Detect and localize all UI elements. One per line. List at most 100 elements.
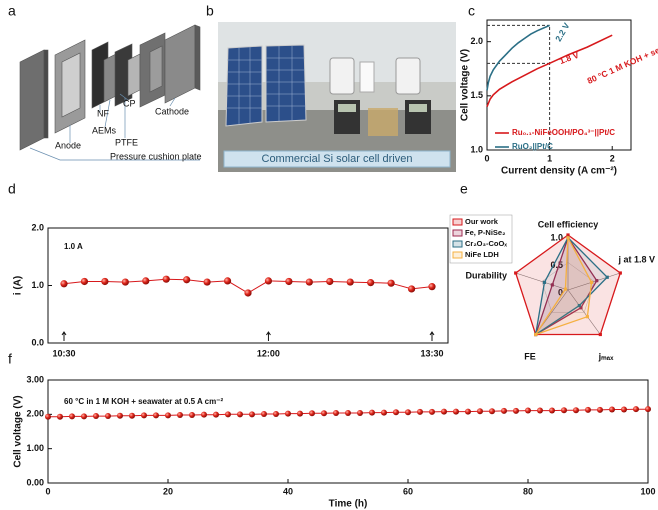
y-axis-title: Cell voltage (V) [13,395,24,467]
data-point [225,411,231,418]
data-point [45,413,51,420]
part-label: PTFE [115,137,138,147]
panel-label: b [206,3,214,19]
data-point [549,407,555,414]
data-point [477,408,483,415]
x-tick-label: 60 [403,486,413,496]
radar-point [577,303,581,308]
data-point [297,410,303,417]
data-point [223,277,232,285]
data-point [285,277,293,286]
data-point [249,411,255,418]
radar-axis-label: Cell efficiency [538,219,599,229]
data-point [501,407,507,414]
radar-point [595,279,599,283]
radar-point [550,283,554,287]
data-point [105,413,111,420]
data-point [237,411,243,418]
y-tick-label: 2.0 [470,36,483,46]
photo [218,22,456,172]
part-label: AEMs [92,125,117,135]
data-point [369,409,375,416]
cell-diagram [19,24,201,161]
radar-spoke [567,289,601,335]
data-point [367,279,375,287]
data-point [417,408,423,415]
data-point [203,278,211,286]
y-axis-title: Cell voltage (V) [460,49,471,121]
data-point [153,412,159,419]
radar-point [585,315,589,319]
radar-point [514,271,518,275]
part-label: Anode [55,140,81,150]
data-point [428,283,436,291]
data-point [633,406,639,413]
y-tick-label: 2.0 [31,222,44,232]
radar-spoke [515,272,569,291]
y-tick-label: 1.0 [470,144,483,154]
radar-point [618,271,622,275]
x-tick-label: 1 [547,153,552,163]
data-point [645,406,651,413]
y-tick-label: 1.0 [31,280,44,290]
radial-tick-label: 1.0 [550,232,563,242]
data-point [597,406,603,413]
legend-label: Fe, P-NiSe₂ [465,228,505,237]
annotation: 1.8 V [558,50,580,66]
radar-point [534,332,538,337]
data-point [165,412,171,419]
data-point [346,278,354,286]
radial-tick-label: 0.5 [550,260,563,270]
data-point [129,412,135,419]
radar-axis-label: j at 1.8 V [617,254,655,264]
data-point [609,406,615,413]
plot-frame [47,379,649,484]
data-point [142,277,150,285]
part-label: Pressure cushion plate [110,151,202,161]
data-point [387,279,395,287]
panel-label: f [8,351,12,367]
data-point [585,406,591,413]
radar-point [579,306,583,310]
data-point [60,280,68,288]
radar-point [566,233,570,237]
y-tick-label: 2.00 [26,409,44,419]
x-tick-arrow [61,331,67,336]
data-point [489,408,495,415]
x-tick-label: 0 [45,486,50,496]
radar-axis-label: Durability [465,270,507,280]
data-point [621,406,627,413]
radar-point [598,332,602,337]
x-tick-label: 100 [640,486,655,496]
series-line [486,24,550,91]
data-point [305,278,313,286]
data-point [333,409,339,416]
data-point [81,413,87,420]
data-point [213,411,219,418]
part-label: NF [97,108,109,118]
x-tick-label: 12:00 [257,348,280,358]
y-tick-label: 0.0 [31,337,44,347]
legend-label: Our work [465,217,499,226]
radial-tick-label: 0 [558,287,563,297]
y-tick-label: 1.00 [26,443,44,453]
data-point [513,407,519,414]
data-point [201,411,207,418]
legend-swatch [452,240,463,248]
x-tick-label: 13:30 [420,348,443,358]
data-point [465,408,471,415]
plot-frame [486,19,632,151]
panel-label: a [8,3,16,19]
data-point [326,277,334,286]
plot-frame [47,227,449,344]
x-tick-arrow [429,331,435,336]
radar-point [589,280,594,284]
legend-swatch [452,218,463,226]
radar-point [566,236,570,240]
data-point [117,412,123,419]
data-point [285,410,291,417]
radar-polygon [534,235,593,336]
y-axis-title: i (A) [13,276,24,295]
data-point [345,409,351,416]
